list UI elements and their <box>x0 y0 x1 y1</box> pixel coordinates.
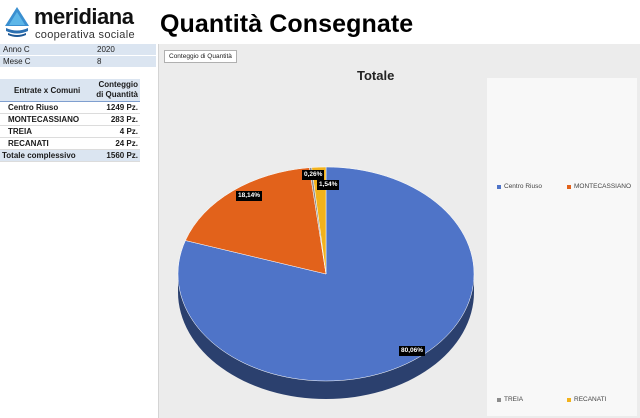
field-button[interactable]: Conteggio di Quantità <box>164 50 237 63</box>
row-label: RECANATI <box>0 137 90 150</box>
value-header: Conteggio di Quantità <box>89 79 140 102</box>
total-label: Totale complessivo <box>0 149 90 162</box>
legend-label: Centro Riuso <box>504 183 542 190</box>
pie-slice-side-centro-riuso[interactable] <box>178 274 474 399</box>
data-label: 18,14% <box>236 191 263 201</box>
legend-swatch <box>497 184 501 189</box>
pivot-chart[interactable]: Conteggio di Quantità Totale Centro Rius… <box>158 44 640 418</box>
chart-title: Totale <box>357 68 395 83</box>
row-value: 24 Pz. <box>89 137 140 150</box>
filter-label: Anno C <box>3 45 30 54</box>
data-label: 1,54% <box>317 180 340 190</box>
filter-label: Mese C <box>3 57 31 66</box>
pie-slice-montecassiano[interactable] <box>185 167 327 275</box>
legend-item[interactable]: MONTECASSIANO <box>567 183 631 190</box>
legend-swatch <box>567 397 571 402</box>
pie-slice-recanati[interactable] <box>311 166 327 275</box>
table-row[interactable]: RECANATI 24 Pz. <box>0 137 140 150</box>
filter-row-anno[interactable]: Anno C 2020 <box>0 44 156 56</box>
table-row[interactable]: TREIA 4 Pz. <box>0 125 140 138</box>
row-label: TREIA <box>0 125 90 138</box>
company-logo: meridiana cooperativa sociale <box>2 4 156 44</box>
pie-chart-plot[interactable] <box>159 44 640 418</box>
table-row[interactable]: Centro Riuso 1249 Pz. <box>0 101 140 114</box>
logo-subtitle: cooperativa sociale <box>35 29 135 41</box>
row-value: 283 Pz. <box>89 113 140 126</box>
meridiana-logo-icon <box>5 7 29 37</box>
pivot-header-row: Entrate x Comuni Conteggio di Quantità <box>0 79 140 102</box>
table-row[interactable]: MONTECASSIANO 283 Pz. <box>0 113 140 126</box>
value-header-line2: di Quantità <box>96 90 138 99</box>
total-row: Totale complessivo 1560 Pz. <box>0 149 140 162</box>
row-label: Centro Riuso <box>0 101 90 114</box>
data-label: 0,26% <box>302 170 325 180</box>
value-header-line1: Conteggio <box>98 80 138 89</box>
pivot-table: Entrate x Comuni Conteggio di Quantità C… <box>0 79 140 162</box>
legend-swatch <box>567 184 571 189</box>
page-title: Quantità Consegnate <box>160 10 414 38</box>
logo-name: meridiana <box>34 4 134 29</box>
filter-row-mese[interactable]: Mese C 8 <box>0 56 156 68</box>
data-label: 80,06% <box>399 346 426 356</box>
filter-panel: Anno C 2020 Mese C 8 <box>0 44 156 68</box>
legend-label: TREIA <box>504 396 524 403</box>
filter-value[interactable]: 2020 <box>97 45 115 54</box>
legend-swatch <box>497 397 501 402</box>
legend-label: RECANATI <box>574 396 607 403</box>
legend-item[interactable]: TREIA <box>497 396 523 403</box>
legend-item[interactable]: RECANATI <box>567 396 606 403</box>
legend-item[interactable]: Centro Riuso <box>497 183 542 190</box>
row-value: 1249 Pz. <box>89 101 140 114</box>
total-value: 1560 Pz. <box>89 149 140 162</box>
row-label: MONTECASSIANO <box>0 113 90 126</box>
filter-value[interactable]: 8 <box>97 57 102 66</box>
chart-legend[interactable]: Centro Riuso MONTECASSIANO TREIA RECANATI <box>487 78 637 416</box>
row-value: 4 Pz. <box>89 125 140 138</box>
row-labels-header[interactable]: Entrate x Comuni <box>0 79 90 102</box>
legend-label: MONTECASSIANO <box>574 183 632 190</box>
